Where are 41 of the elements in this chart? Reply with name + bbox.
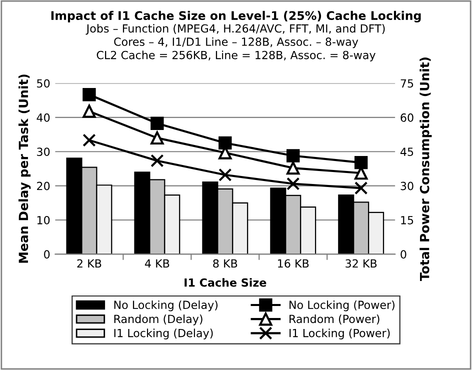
point [354, 181, 368, 195]
x-tick-label: 2 KB [77, 259, 102, 268]
legend-label: No Locking (Power) [290, 300, 394, 312]
y2-tick-label: 0 [400, 250, 406, 259]
point [150, 131, 164, 145]
x-axis-title: I1 Cache Size [184, 278, 266, 287]
point [150, 154, 164, 168]
point [286, 177, 300, 190]
chart-subtitle: Jobs – Function (MPEG4, H.264/AVC, FFT, MI, and DFT) Cores – 4, I1/D1 Line – 128B, Assoc. – 8-way CL2 Cache = 256KB, Line = 128B, Assoc. = 8-way [86, 24, 385, 62]
y2-tick-label: 30 [400, 182, 414, 190]
legend-label: No Locking (Delay) [114, 300, 218, 312]
y-tick-label: 10 [37, 216, 50, 224]
y-tick-label: 30 [37, 148, 50, 156]
y2-tick-label: 75 [400, 79, 414, 88]
x-tick-label: 16 KB [278, 259, 309, 268]
y-tick-label: 0 [44, 250, 50, 259]
y2-tick-label: 15 [401, 216, 414, 224]
x-tick-label: 32 KB [346, 259, 377, 268]
point [218, 136, 232, 150]
y2-tick-label: 60 [400, 113, 414, 122]
point [354, 156, 368, 170]
legend-label: I1 Locking (Delay) [114, 328, 213, 340]
legend-label: I1 Locking (Power) [290, 328, 390, 340]
chart-title: Impact of I1 Cache Size on Level-1 (25%) Cache Locking [51, 10, 421, 22]
point [218, 168, 232, 182]
y-tick-label: 40 [36, 113, 50, 122]
point [150, 116, 164, 130]
y-axis-title: Mean Delay per Task (Unit) [18, 74, 31, 263]
y2-tick-label: 45 [400, 148, 414, 156]
point [82, 104, 96, 118]
y-tick-label: 50 [37, 79, 50, 88]
legend-label: Random (Power) [290, 314, 380, 324]
x-tick-label: 8 KB [213, 259, 238, 268]
legend-label: Random (Delay) [114, 314, 202, 326]
x-tick-label: 4 KB [144, 259, 170, 268]
point [286, 161, 300, 175]
y-tick-label: 20 [37, 182, 50, 190]
point [82, 88, 96, 102]
point [82, 134, 96, 147]
point [286, 149, 300, 162]
y2-axis-title: Total Power Consumption (Unit) [420, 57, 432, 281]
